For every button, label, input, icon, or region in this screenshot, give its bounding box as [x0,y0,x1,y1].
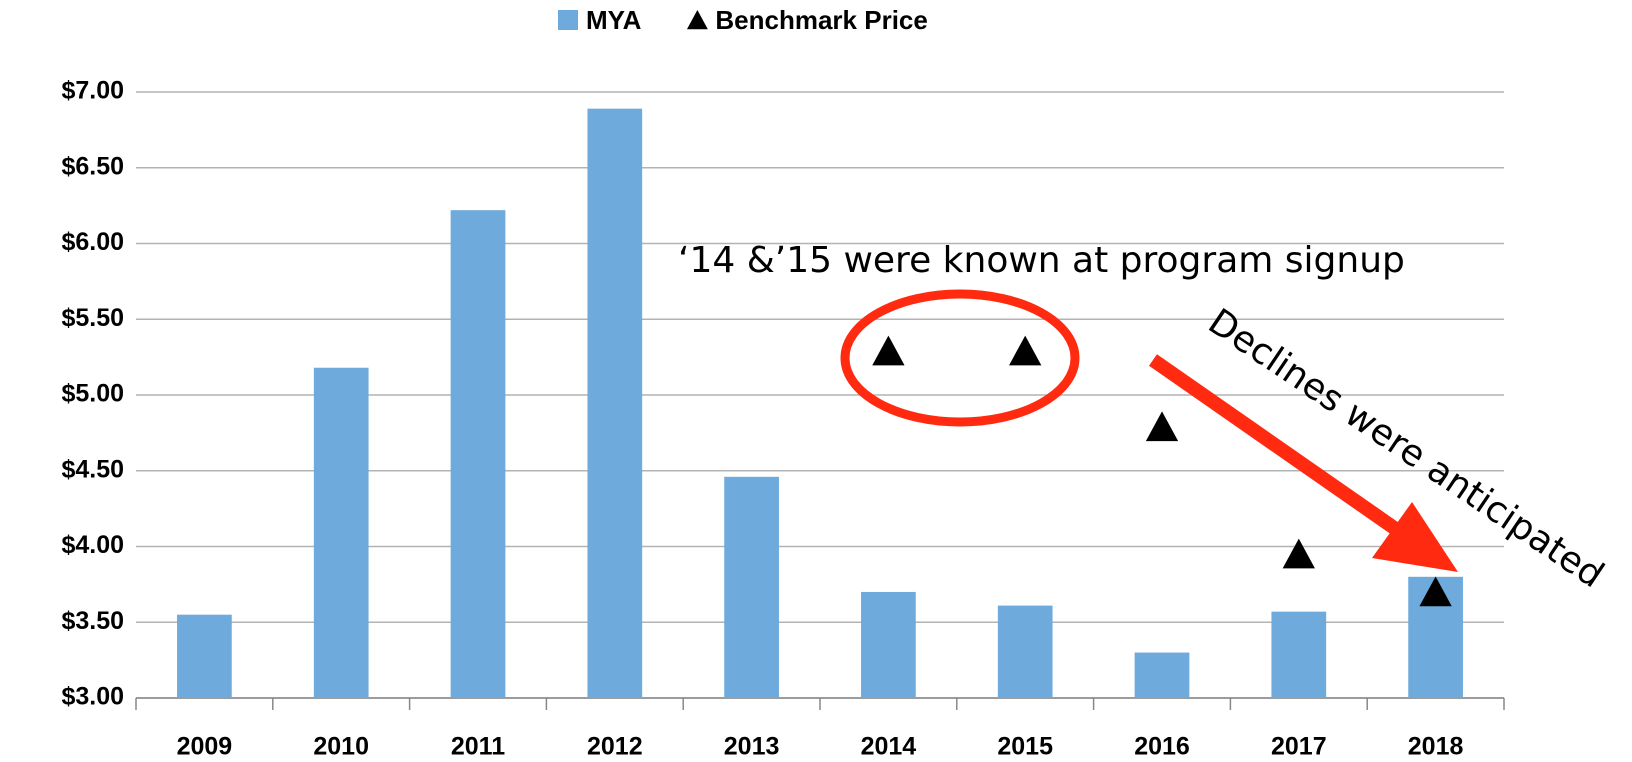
y-tick-label: $5.00 [61,380,124,408]
y-tick-label: $3.00 [61,683,124,711]
x-tick-label: 2011 [451,733,505,761]
arrow [1148,354,1458,572]
arrow-shaft [1148,354,1405,538]
bar [861,591,916,698]
legend-label: Benchmark Price [715,5,927,35]
marker [1145,411,1179,442]
x-tick-label: 2012 [587,733,643,761]
bar [997,605,1053,698]
y-tick-label: $3.50 [61,607,124,635]
legend-label: MYA [586,5,642,35]
x-tick-label: 2010 [313,733,369,761]
marker [1282,538,1315,569]
legend-swatch [686,10,708,30]
annotation: ‘14 &’15 were known at program signup [678,240,1405,281]
x-tick-label: 2018 [1408,733,1464,761]
x-tick-label: 2009 [177,733,233,761]
bar [1271,611,1327,698]
y-tick-label: $4.00 [61,531,124,559]
x-tick-label: 2016 [1134,733,1190,761]
legend-swatch [558,10,578,30]
x-tick-label: 2015 [997,733,1053,761]
bar [587,108,643,699]
legend: MYA Benchmark Price [558,5,928,35]
x-tick-label: 2013 [724,733,780,761]
bar [1134,652,1190,698]
y-tick-label: $4.50 [61,455,124,483]
y-tick-label: $6.00 [61,228,124,256]
x-tick-label: 2014 [861,733,917,761]
y-tick-label: $6.50 [61,152,124,180]
x-tick-label: 2017 [1271,733,1327,761]
marker [1419,576,1452,607]
marker [872,335,905,366]
bar [177,614,232,698]
bar [450,210,506,699]
bar [724,476,779,698]
y-tick-label: $7.00 [61,77,124,105]
bar [313,367,369,698]
marker [1009,335,1042,366]
highlight-ellipse [840,289,1080,427]
arrow-head [1372,502,1458,572]
plot: $3.00 $3.50 $4.00 $4.50 $5.00 $5.50 $6.00 $6.50… [61,5,1505,761]
y-tick-label: $5.50 [61,304,124,332]
